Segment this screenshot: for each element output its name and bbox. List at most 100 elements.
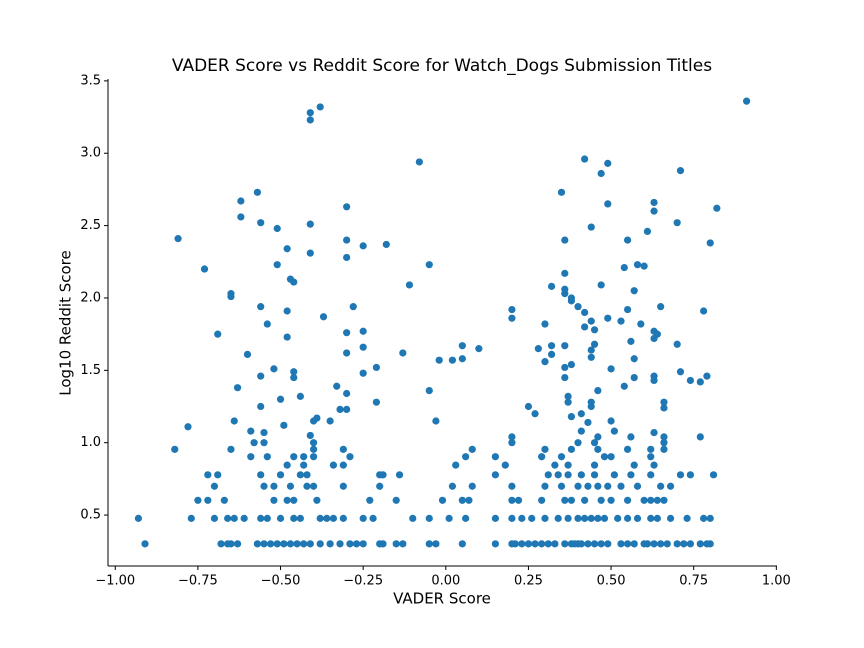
point	[432, 417, 440, 425]
point	[567, 297, 576, 305]
point	[604, 314, 612, 322]
point	[359, 242, 367, 250]
point	[508, 433, 516, 441]
point	[554, 471, 562, 479]
point	[227, 540, 235, 548]
point	[547, 342, 556, 350]
point	[257, 402, 265, 411]
point	[306, 431, 314, 440]
point	[359, 369, 367, 377]
point	[647, 496, 655, 504]
point	[313, 496, 321, 504]
point	[590, 439, 599, 447]
point	[309, 439, 318, 447]
point	[554, 514, 562, 522]
point	[544, 471, 552, 479]
point	[561, 496, 569, 504]
point	[709, 471, 718, 479]
point	[686, 376, 695, 385]
point	[290, 496, 298, 504]
point	[217, 540, 225, 548]
point	[336, 405, 344, 414]
point	[607, 365, 615, 373]
point	[425, 386, 433, 395]
point	[637, 320, 645, 328]
point	[257, 514, 265, 522]
point	[574, 303, 582, 311]
point	[610, 427, 618, 435]
point	[706, 540, 714, 548]
point	[541, 320, 549, 328]
point	[306, 116, 314, 124]
point	[643, 227, 652, 235]
point	[306, 540, 314, 548]
point	[713, 204, 721, 212]
point	[581, 323, 589, 331]
point	[220, 496, 228, 504]
point	[528, 514, 536, 522]
point	[204, 471, 212, 479]
point	[214, 330, 222, 338]
point	[260, 540, 268, 548]
point	[587, 402, 595, 411]
point	[369, 514, 377, 522]
y-axis-label: Log10 Reddit Score	[57, 250, 75, 396]
point	[263, 453, 271, 461]
point	[399, 349, 407, 357]
point	[283, 245, 291, 253]
point	[647, 453, 655, 461]
point	[623, 305, 632, 314]
point	[343, 349, 351, 357]
point	[283, 333, 291, 341]
point	[686, 540, 695, 548]
point	[448, 482, 457, 490]
point	[462, 514, 470, 522]
point	[253, 540, 262, 548]
point	[508, 305, 516, 314]
point	[276, 395, 285, 403]
point	[270, 496, 278, 504]
point	[666, 514, 675, 522]
point	[604, 200, 612, 208]
point	[283, 461, 291, 469]
point	[280, 540, 288, 548]
point	[623, 540, 632, 548]
point	[508, 514, 516, 522]
point	[267, 540, 275, 548]
point	[303, 482, 311, 490]
x-tick-label: 0.00	[431, 574, 460, 589]
point	[590, 326, 599, 334]
point	[290, 278, 298, 286]
point	[296, 514, 304, 522]
point	[686, 471, 695, 479]
point	[392, 496, 400, 504]
point	[276, 471, 285, 479]
point	[247, 427, 255, 435]
point	[435, 356, 443, 364]
point	[657, 303, 665, 311]
point	[174, 235, 182, 243]
point	[617, 482, 625, 490]
point	[514, 496, 523, 504]
point	[458, 540, 466, 548]
point	[590, 471, 599, 479]
point	[379, 471, 387, 479]
point	[343, 405, 351, 414]
point	[561, 540, 569, 548]
point	[561, 236, 569, 244]
point	[438, 496, 447, 504]
point	[561, 269, 569, 277]
x-tick-label: −0.50	[261, 574, 301, 589]
point	[432, 540, 440, 548]
point	[257, 219, 265, 227]
point	[604, 482, 612, 490]
point	[630, 355, 638, 363]
point	[323, 514, 331, 522]
point	[567, 413, 576, 421]
point	[597, 496, 605, 504]
point	[260, 482, 268, 490]
x-tick-label: 0.25	[514, 574, 543, 589]
point	[587, 317, 595, 325]
point	[594, 433, 602, 441]
point	[594, 514, 602, 522]
